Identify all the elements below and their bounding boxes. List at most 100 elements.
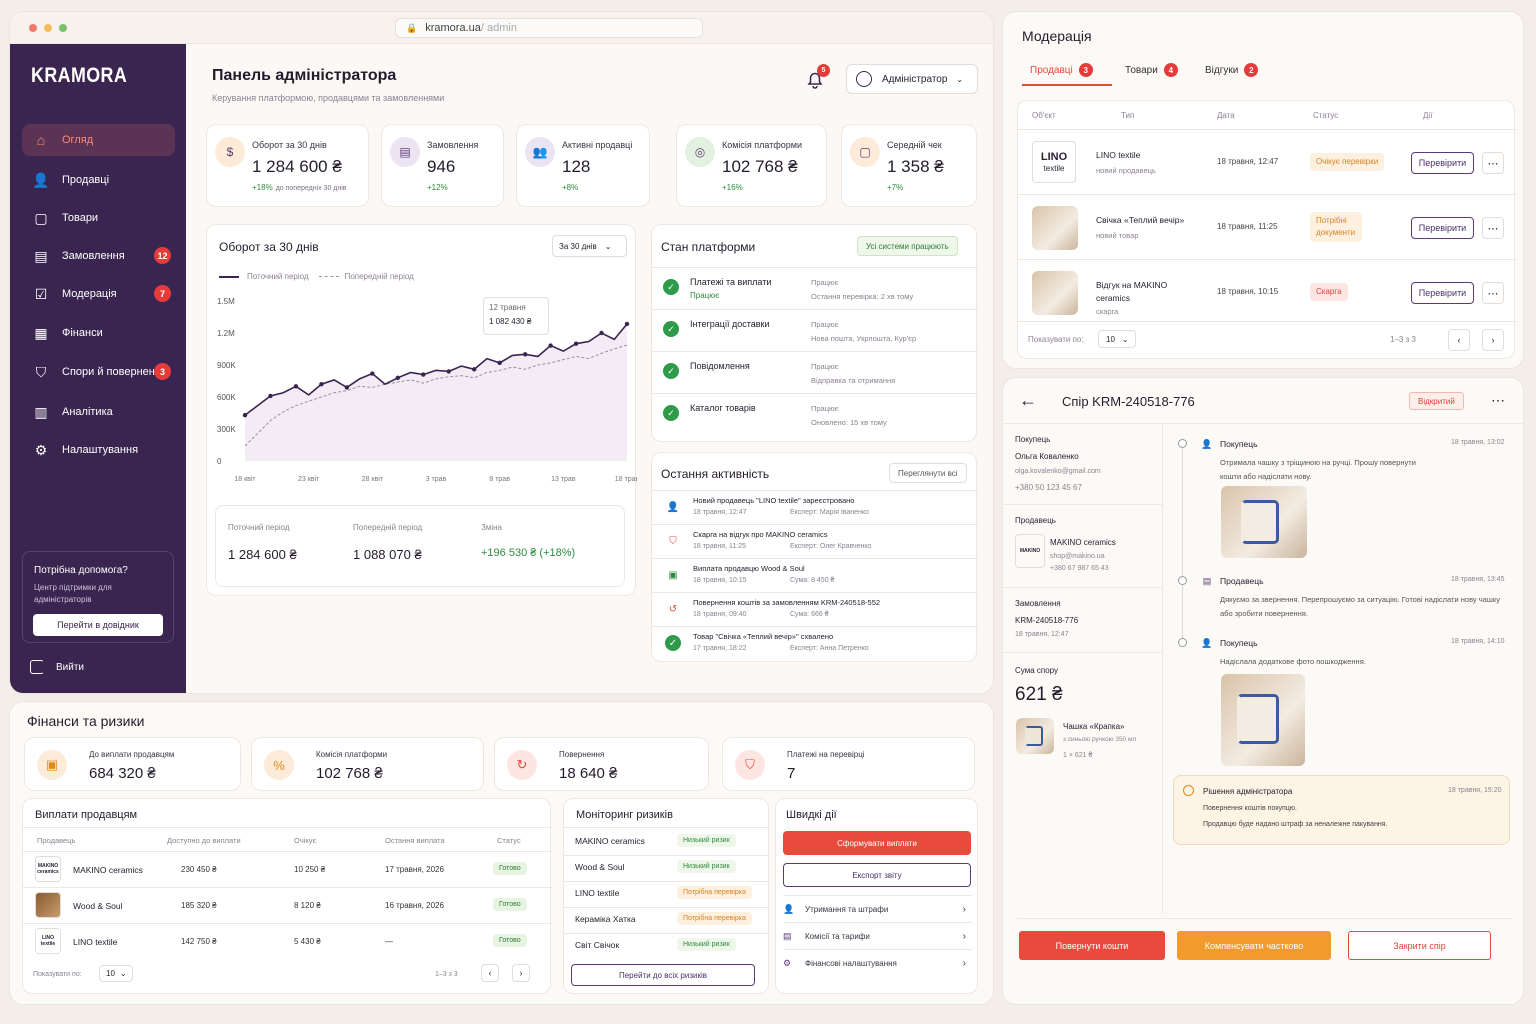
tab-count: 4 — [1163, 63, 1178, 77]
notifications-button[interactable]: 5 — [804, 64, 830, 92]
seller-name[interactable]: LINO textile — [73, 937, 118, 947]
chevron-right-icon: › — [962, 957, 966, 969]
help-button[interactable]: Перейти в довідник — [33, 614, 163, 636]
more-options-icon[interactable]: ⋯ — [1482, 152, 1504, 174]
activity-text[interactable]: Виплата продавцю Wood & Soul — [693, 564, 805, 573]
finance-card-icon: ▣ — [37, 750, 67, 780]
decision-time: 18 травня, 15:20 — [1448, 787, 1502, 794]
sidebar-item-2[interactable]: ▢ Товари — [22, 202, 175, 234]
next-page-button[interactable]: › — [1482, 329, 1504, 351]
back-arrow-icon[interactable]: ← — [1019, 390, 1037, 410]
finance-card-1[interactable]: % Комісія платформи 102 768 ₴ — [251, 737, 484, 791]
view-all-button[interactable]: Переглянути всі — [889, 463, 967, 483]
more-options-icon[interactable]: ⋯ — [1482, 217, 1504, 239]
mod-row-title[interactable]: Свічка «Теплий вечір» — [1096, 215, 1185, 225]
risk-seller[interactable]: Кераміка Хатка — [575, 914, 636, 924]
activity-text[interactable]: Скарга на відгук про MAKINO ceramics — [693, 530, 828, 539]
sidebar-item-1[interactable]: 👤 Продавці — [22, 164, 175, 196]
tab-0[interactable]: Продавці 3 — [1030, 63, 1093, 77]
risk-level-badge: Потрібна перевірка — [677, 886, 752, 899]
data-point — [522, 352, 528, 357]
logo[interactable]: KRAMORA — [31, 64, 128, 87]
kpi-card-3[interactable]: ◎ Комісія платформи 102 768 ₴ +16% — [676, 124, 827, 207]
kpi-card-2[interactable]: 👥 Активні продавці 128 +8% — [516, 124, 650, 207]
mod-row-title[interactable]: LINO textile — [1096, 150, 1141, 160]
review-button[interactable]: Перевірити — [1411, 282, 1474, 304]
window-close-dot[interactable] — [29, 24, 37, 32]
kpi-card-1[interactable]: ▤ Замовлення 946 +12% — [381, 124, 504, 207]
column-header: Очікує — [294, 836, 317, 845]
quick-link-0[interactable]: 👤 Утримання та штрафи › — [783, 897, 972, 921]
seller-name[interactable]: MAKINO ceramics — [73, 865, 143, 875]
divider — [23, 923, 552, 924]
divider — [1018, 194, 1516, 195]
divider — [564, 881, 770, 882]
tab-label: Товари — [1125, 64, 1158, 76]
sidebar-item-0[interactable]: ⌂ Огляд — [22, 124, 175, 156]
mod-per-page-select[interactable]: 10 ⌄ — [1098, 330, 1136, 348]
all-risks-button[interactable]: Перейти до всіх ризиків — [571, 964, 755, 986]
risk-seller[interactable]: MAKINO ceramics — [575, 836, 645, 846]
damage-photo-1[interactable] — [1221, 486, 1307, 558]
pay-per-page-select[interactable]: 10 ⌄ — [99, 965, 133, 982]
mod-row-title[interactable]: Відгук на MAKINO ceramics — [1096, 280, 1168, 303]
kpi-value: 128 — [562, 157, 591, 176]
activity-text[interactable]: Товар "Свічка «Теплий вечір»" схвалено — [693, 632, 834, 641]
more-options-icon[interactable]: ⋯ — [1482, 282, 1504, 304]
risk-seller[interactable]: Wood & Soul — [575, 862, 625, 872]
quick-link-label: Утримання та штрафи — [805, 904, 889, 914]
money-icon: ▣ — [668, 569, 678, 581]
activity-time: 18 травня, 12:47 — [693, 509, 747, 516]
tab-1[interactable]: Товари 4 — [1125, 63, 1178, 77]
sidebar-item-6[interactable]: ⛉ Спори й повернення 3 — [22, 356, 175, 388]
bell-icon — [807, 72, 823, 89]
activity-text[interactable]: Повернення коштів за замовленням KRM-240… — [693, 598, 881, 607]
prev-page-button[interactable]: ‹ — [1448, 329, 1470, 351]
prev-page-button[interactable]: ‹ — [481, 964, 499, 982]
platform-title: Стан платформи — [661, 240, 756, 254]
tab-2[interactable]: Відгуки 2 — [1205, 63, 1259, 77]
finance-card-2[interactable]: ↻ Повернення 18 640 ₴ — [494, 737, 709, 791]
period-select[interactable]: За 30 днів ⌄ — [552, 235, 627, 257]
refund-button[interactable]: Повернути кошти — [1019, 931, 1165, 960]
review-button[interactable]: Перевірити — [1411, 152, 1474, 174]
quick-link-2[interactable]: ⚙ Фінансові налаштування › — [783, 951, 972, 975]
risk-seller[interactable]: LINO textile — [575, 888, 620, 898]
quick-link-1[interactable]: ▤ Комісії та тарифи › — [783, 924, 972, 948]
partial-compensation-button[interactable]: Компенсувати частково — [1177, 931, 1331, 960]
seller-name[interactable]: Wood & Soul — [73, 901, 123, 911]
logout-button[interactable]: Вийти — [30, 660, 84, 674]
sidebar-item-3[interactable]: ▤ Замовлення 12 — [22, 240, 175, 272]
sidebar-item-5[interactable]: ▦ Фінанси — [22, 317, 175, 349]
damage-photo-2[interactable] — [1221, 674, 1305, 766]
column-header: Дії — [1423, 111, 1433, 120]
sidebar-item-label: Фінанси — [62, 327, 103, 339]
finance-card-3[interactable]: ⛉ Платежі на перевірці 7 — [722, 737, 975, 791]
review-button[interactable]: Перевірити — [1411, 217, 1474, 239]
order-id[interactable]: KRM-240518-776 — [1015, 616, 1079, 625]
risk-seller[interactable]: Світ Свічок — [575, 940, 620, 950]
kpi-card-4[interactable]: ▢ Середній чек 1 358 ₴ +7% — [841, 124, 977, 207]
window-min-dot[interactable] — [44, 24, 52, 32]
sidebar-item-4[interactable]: ☑ Модерація 7 — [22, 278, 175, 310]
export-report-button[interactable]: Експорт звіту — [783, 863, 971, 887]
window-max-dot[interactable] — [59, 24, 67, 32]
create-payouts-button[interactable]: Сформувати виплати — [783, 831, 971, 855]
finance-card-0[interactable]: ▣ До виплати продавцям 684 320 ₴ — [24, 737, 241, 791]
summary-value: 1 284 600 ₴ — [228, 547, 297, 562]
sidebar-item-8[interactable]: ⚙ Налаштування — [22, 434, 175, 466]
user-menu[interactable]: Адміністратор ⌄ — [846, 64, 978, 94]
sidebar-item-7[interactable]: ▥ Аналітика — [22, 396, 175, 428]
close-dispute-button[interactable]: Закрити спір — [1348, 931, 1491, 960]
order-label: Замовлення — [1015, 599, 1061, 608]
kpi-card-0[interactable]: $ Оборот за 30 днів 1 284 600 ₴ +18% до попе… — [206, 124, 369, 207]
timeline-dot — [1178, 439, 1187, 448]
address-bar[interactable]: 🔒 kramora.ua / admin — [395, 18, 703, 38]
next-page-button[interactable]: › — [512, 964, 530, 982]
activity-text[interactable]: Новий продавець "LINO textile" зареєстро… — [693, 496, 855, 505]
available-amount: 185 320 ₴ — [181, 901, 217, 910]
timeline-author: Продавець — [1220, 576, 1264, 586]
more-options-icon[interactable]: ⋯ — [1491, 392, 1505, 408]
divider — [652, 267, 978, 268]
mod-row-date: 18 травня, 10:15 — [1217, 287, 1279, 296]
